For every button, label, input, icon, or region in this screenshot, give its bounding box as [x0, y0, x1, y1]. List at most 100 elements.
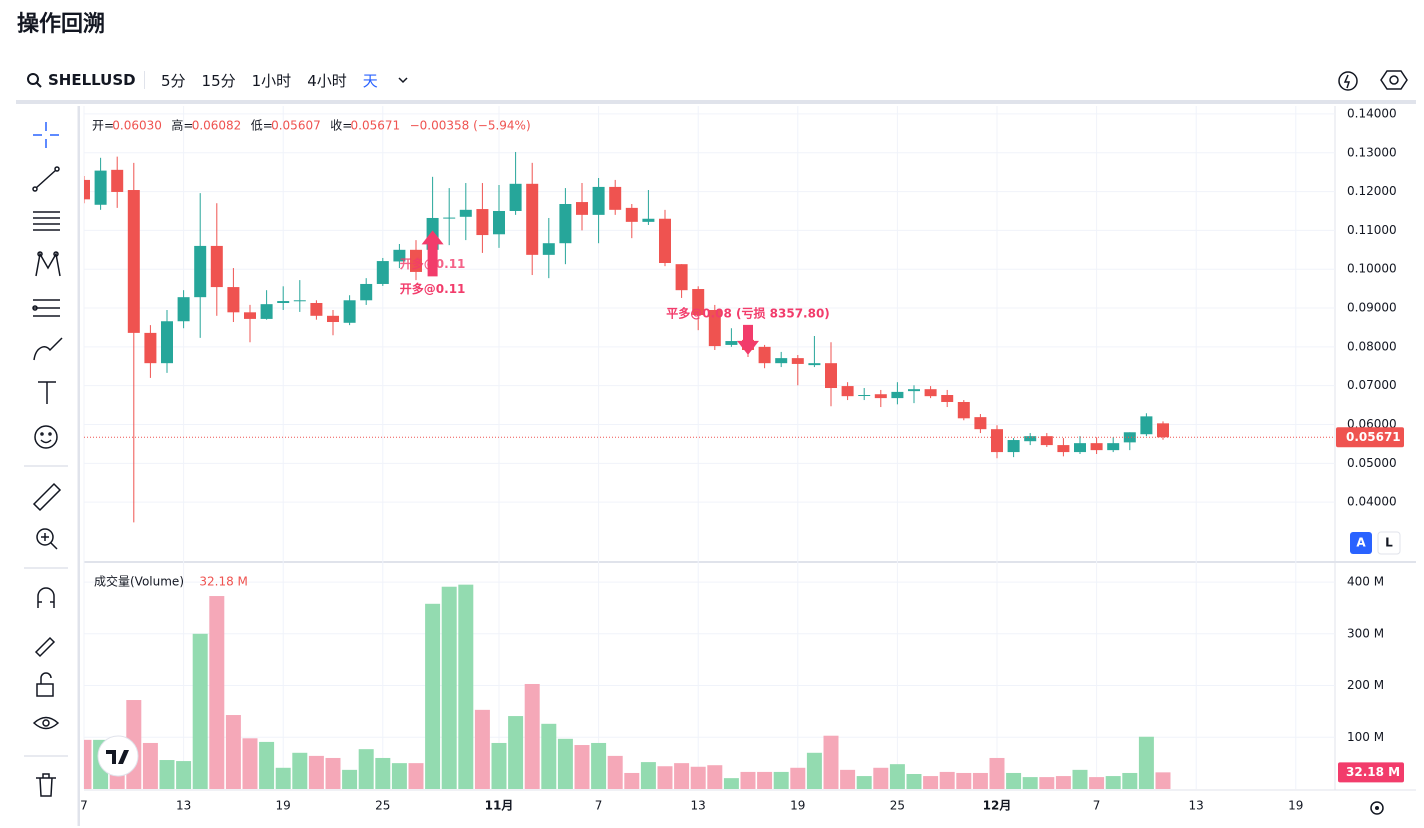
volume-bar: [574, 745, 590, 789]
replay-icon[interactable]: [1336, 67, 1362, 93]
settings-gear[interactable]: [1370, 801, 1384, 815]
x-tick-label: 7: [1093, 799, 1101, 813]
symbol-search[interactable]: SHELLUSD: [26, 71, 145, 89]
volume-title: 成交量(Volume): [94, 574, 184, 589]
candle-body: [177, 297, 190, 322]
volume-bar: [607, 755, 623, 789]
candle-body: [210, 245, 223, 288]
volume-tick-label: 400 M: [1347, 575, 1384, 589]
candle-body: [559, 203, 572, 244]
scale-button[interactable]: [1377, 531, 1401, 555]
volume-bar: [491, 742, 507, 789]
candle-body: [526, 183, 539, 255]
volume-tick-label: 300 M: [1347, 626, 1384, 640]
x-tick-label: 13: [691, 799, 706, 813]
candle-body: [791, 358, 804, 364]
volume-bar: [325, 757, 341, 789]
candle-body: [1140, 416, 1153, 435]
y-tick-label: 0.04000: [1347, 495, 1397, 509]
ruler-tool[interactable]: [32, 482, 62, 512]
y-tick-label: 0.12000: [1347, 184, 1397, 198]
candle-body: [1040, 436, 1053, 446]
candle-body: [360, 283, 373, 301]
interval-button[interactable]: 1小时: [251, 71, 292, 90]
volume-bar: [441, 586, 457, 789]
lock-tool[interactable]: [36, 672, 54, 697]
volume-bar: [192, 633, 208, 789]
visibility-tool[interactable]: [32, 716, 60, 730]
toolbar: SHELLUSD 5分 15分 1小时 4小时天: [16, 60, 1416, 104]
volume-bar: [757, 771, 773, 789]
x-tick-label: 7: [80, 799, 88, 813]
candle-body: [293, 300, 306, 302]
candle-body: [725, 341, 738, 345]
candle-body: [244, 312, 256, 319]
volume-bar: [308, 755, 324, 789]
volume-bar: [674, 763, 690, 789]
fib-tool[interactable]: [33, 211, 60, 231]
x-tick-label: 19: [790, 799, 805, 813]
x-tick-label: 25: [890, 799, 905, 813]
volume-bar: [906, 773, 922, 789]
interval-button[interactable]: 天: [362, 71, 378, 90]
volume-bar: [1039, 777, 1055, 789]
interval-button[interactable]: 4小时: [307, 71, 347, 90]
y-tick-label: 0.14000: [1347, 106, 1397, 120]
candle-body: [642, 218, 655, 222]
candle-body: [924, 389, 937, 397]
candle-body: [194, 245, 207, 298]
volume-bar: [657, 766, 673, 789]
legend-name: 低=: [251, 119, 273, 133]
annotation-text: 平多@0.08 (亏损 8357.80): [666, 305, 830, 320]
volume-bar: [1138, 736, 1154, 789]
scale-button[interactable]: [1350, 532, 1372, 554]
forecast-tool[interactable]: [32, 299, 60, 317]
volume-bar: [889, 764, 905, 789]
volume-bar: [557, 738, 573, 789]
interval-button[interactable]: 5分: [161, 71, 186, 90]
brush-tool[interactable]: [33, 337, 63, 361]
text-tool[interactable]: [38, 381, 56, 404]
volume-bar: [640, 762, 656, 789]
lock-draw-tool[interactable]: [34, 636, 56, 658]
delete-tool[interactable]: [36, 773, 56, 797]
candle-body: [891, 391, 904, 399]
legend-name: 高=: [171, 118, 193, 133]
zoom-tool[interactable]: [36, 528, 58, 550]
candle-body: [161, 321, 173, 364]
candle-body: [144, 332, 157, 364]
volume-bar: [790, 767, 806, 789]
volume-bar: [1006, 772, 1022, 789]
volume-bar: [524, 683, 540, 789]
candle-body: [874, 394, 887, 399]
volume-legend-value: 32.18 M: [199, 575, 248, 589]
x-tick-label: 12月: [983, 799, 1012, 813]
volume-bar: [159, 760, 175, 789]
candle-body: [625, 207, 638, 222]
candle-body: [841, 386, 854, 397]
volume-bar: [408, 763, 424, 789]
dropdown[interactable]: [396, 73, 410, 87]
candle-body: [410, 249, 422, 272]
x-tick-label: 13: [1189, 799, 1204, 813]
emoji-tool[interactable]: [34, 425, 58, 449]
magnet-tool[interactable]: [37, 587, 55, 608]
search-icon: [27, 73, 42, 88]
interval-button[interactable]: 15分: [201, 71, 236, 90]
crosshair-tool[interactable]: [33, 122, 59, 148]
volume-bar: [425, 603, 441, 789]
settings-icon[interactable]: [1380, 67, 1408, 93]
intervals: 5分 15分 1小时 4小时天: [145, 70, 378, 91]
candle-body: [343, 300, 356, 323]
candle-body: [1007, 440, 1020, 453]
candle-body: [675, 264, 688, 291]
candle-body: [592, 186, 605, 215]
volume-bar: [740, 771, 756, 789]
candle-body: [277, 301, 290, 303]
pattern-tool[interactable]: [35, 251, 61, 277]
volume-bar: [1089, 777, 1105, 789]
drawing-toolbar: [24, 106, 80, 826]
tv-logo: [97, 735, 139, 777]
line-tool[interactable]: [32, 166, 60, 192]
candle-body: [260, 304, 273, 319]
